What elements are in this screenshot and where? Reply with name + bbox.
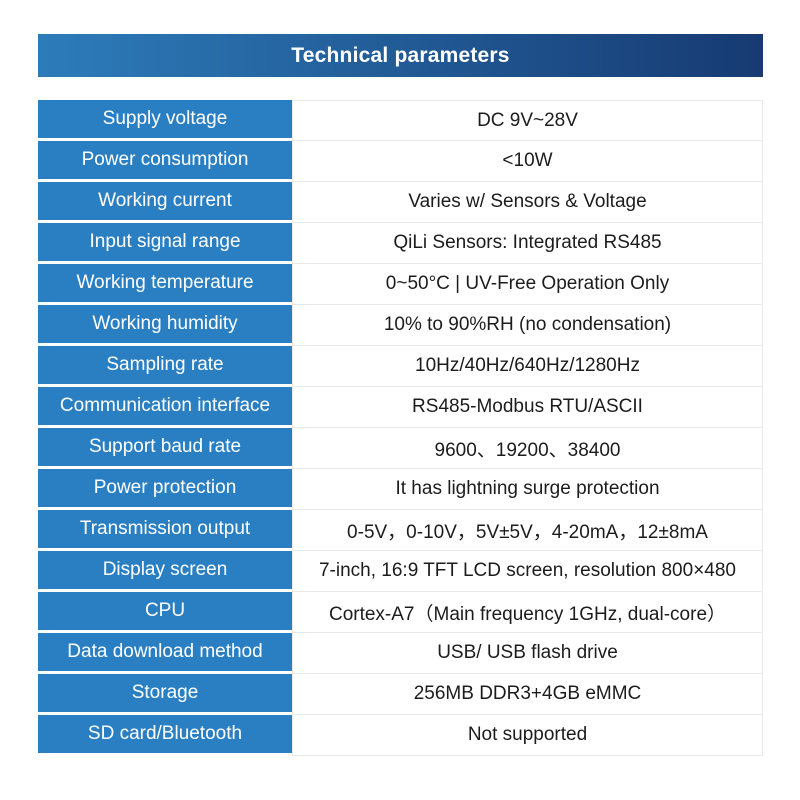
row-label: Power protection [38,469,292,507]
table-row: Working humidity 10% to 90%RH (no conden… [38,305,763,346]
title-bar: Technical parameters [38,34,763,77]
row-label: Data download method [38,633,292,671]
row-value: 10Hz/40Hz/640Hz/1280Hz [292,346,763,387]
row-label: CPU [38,592,292,630]
row-label: SD card/Bluetooth [38,715,292,753]
row-label: Working current [38,182,292,220]
row-label: Storage [38,674,292,712]
table-row: Communication interface RS485-Modbus RTU… [38,387,763,428]
row-value: Not supported [292,715,763,756]
table-row: Input signal range QiLi Sensors: Integra… [38,223,763,264]
spec-table: Supply voltage DC 9V~28V Power consumpti… [38,100,763,756]
row-value: 10% to 90%RH (no condensation) [292,305,763,346]
row-value: 0-5V，0-10V，5V±5V，4-20mA，12±8mA [292,510,763,551]
table-row: Transmission output 0-5V，0-10V，5V±5V，4-2… [38,510,763,551]
row-label: Working temperature [38,264,292,302]
row-value: It has lightning surge protection [292,469,763,510]
row-label: Support baud rate [38,428,292,466]
row-value: USB/ USB flash drive [292,633,763,674]
table-row: Storage 256MB DDR3+4GB eMMC [38,674,763,715]
row-value: RS485-Modbus RTU/ASCII [292,387,763,428]
table-row: Sampling rate 10Hz/40Hz/640Hz/1280Hz [38,346,763,387]
row-label: Sampling rate [38,346,292,384]
row-label: Input signal range [38,223,292,261]
row-value: Cortex-A7（Main frequency 1GHz, dual-core… [292,592,763,633]
row-label: Communication interface [38,387,292,425]
row-value: Varies w/ Sensors & Voltage [292,182,763,223]
page-title: Technical parameters [291,43,510,67]
row-value: 256MB DDR3+4GB eMMC [292,674,763,715]
table-row: Working current Varies w/ Sensors & Volt… [38,182,763,223]
row-label: Supply voltage [38,100,292,138]
row-label: Transmission output [38,510,292,548]
table-row: Power protection It has lightning surge … [38,469,763,510]
row-value: 7-inch, 16:9 TFT LCD screen, resolution … [292,551,763,592]
row-label: Working humidity [38,305,292,343]
row-value: QiLi Sensors: Integrated RS485 [292,223,763,264]
row-value: 9600、19200、38400 [292,428,763,469]
table-row: Supply voltage DC 9V~28V [38,100,763,141]
table-row: SD card/Bluetooth Not supported [38,715,763,756]
table-row: Display screen 7-inch, 16:9 TFT LCD scre… [38,551,763,592]
table-row: Support baud rate 9600、19200、38400 [38,428,763,469]
row-value: 0~50°C | UV-Free Operation Only [292,264,763,305]
table-row: Power consumption <10W [38,141,763,182]
table-row: Data download method USB/ USB flash driv… [38,633,763,674]
row-label: Power consumption [38,141,292,179]
table-row: Working temperature 0~50°C | UV-Free Ope… [38,264,763,305]
table-row: CPU Cortex-A7（Main frequency 1GHz, dual-… [38,592,763,633]
row-label: Display screen [38,551,292,589]
row-value: <10W [292,141,763,182]
row-value: DC 9V~28V [292,100,763,141]
